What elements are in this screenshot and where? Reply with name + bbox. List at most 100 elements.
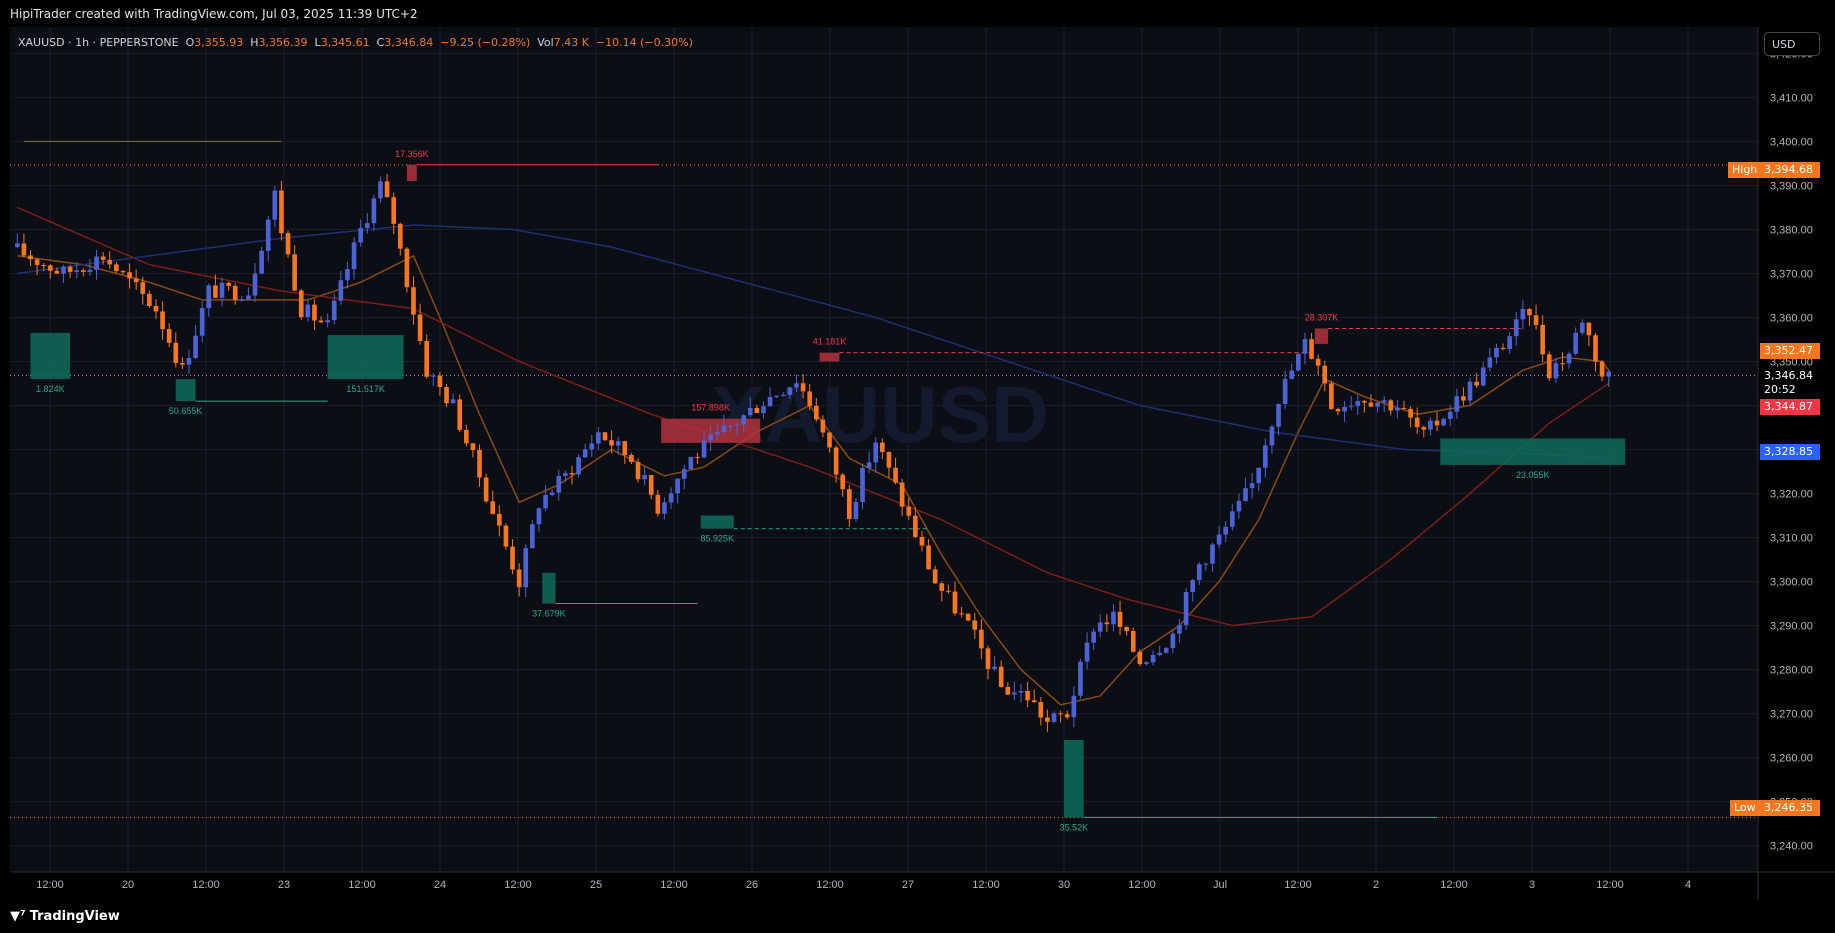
candle-body xyxy=(1058,713,1063,715)
candle-body xyxy=(708,434,713,441)
candle-body xyxy=(523,548,529,588)
price-tick-label: 3,390.00 xyxy=(1770,180,1813,192)
candle-body xyxy=(1289,370,1295,379)
demand-zone xyxy=(327,335,404,380)
candle-body xyxy=(490,501,496,514)
candle-body xyxy=(1064,714,1070,718)
candle-body xyxy=(160,311,165,330)
symbol-name[interactable]: XAUUSD · 1h · PEPPERSTONE xyxy=(18,36,179,49)
candle-body xyxy=(1051,713,1057,722)
currency-button[interactable]: USD xyxy=(1764,32,1820,56)
candle-body xyxy=(543,495,548,509)
candle-body xyxy=(21,243,27,256)
time-tick-label: 23 xyxy=(278,879,290,891)
candle-body xyxy=(430,375,436,377)
candle-body xyxy=(1276,404,1281,427)
candle-body xyxy=(556,475,562,493)
candle-body xyxy=(820,419,826,433)
candle-body xyxy=(1157,652,1162,656)
candle-body xyxy=(1494,347,1499,358)
candle-body xyxy=(397,223,403,249)
candle-body xyxy=(1586,322,1592,336)
candle-body xyxy=(873,442,879,463)
candle-body xyxy=(734,424,740,426)
candle-body xyxy=(1117,611,1123,627)
candles[interactable] xyxy=(14,173,1612,732)
chart-area[interactable]: XAUUSD 17.356K 157.898K 41.181K 28.307K 1.82… xyxy=(0,27,1835,901)
demand-zone xyxy=(30,332,71,380)
time-axis[interactable]: 12:00 20 12:00 23 12:00 24 12:00 25 12:00 26 12:00… xyxy=(36,879,1691,891)
candle-body xyxy=(279,190,284,234)
supply-zone xyxy=(406,164,417,182)
candle-body xyxy=(1137,651,1143,665)
demand-zone xyxy=(1063,739,1084,818)
candle-body xyxy=(147,293,152,307)
candle-body xyxy=(417,314,423,341)
candle-body xyxy=(827,432,832,448)
candle-body xyxy=(530,524,535,549)
candle-body xyxy=(1335,408,1341,412)
tradingview-logo-icon: ▼⁷ xyxy=(10,909,26,924)
price-axis[interactable]: 3,240.003,250.003,260.003,270.003,280.00… xyxy=(1770,48,1813,852)
candle-body xyxy=(107,259,113,265)
candle-body xyxy=(536,508,542,525)
candle-body xyxy=(166,329,172,343)
brand-name: TradingView xyxy=(29,909,120,924)
candle-body xyxy=(794,383,799,388)
candle-body xyxy=(576,457,581,475)
candle-body xyxy=(952,591,958,614)
price-levels xyxy=(10,140,1758,819)
candle-body xyxy=(800,383,806,392)
candle-body xyxy=(807,391,813,406)
time-tick-label: 12:00 xyxy=(816,879,844,891)
symbol-legend: XAUUSD · 1h · PEPPERSTONE O3,355.93 H3,3… xyxy=(18,36,693,49)
time-tick-label: 3 xyxy=(1529,879,1535,891)
time-tick-label: 27 xyxy=(902,879,914,891)
candle-body xyxy=(675,478,680,494)
candle-body xyxy=(318,320,324,323)
candle-body xyxy=(252,273,258,296)
candle-body xyxy=(959,613,964,615)
time-tick-label: 26 xyxy=(746,879,758,891)
candle-body xyxy=(774,395,779,398)
time-tick-label: 12:00 xyxy=(660,879,688,891)
candle-body xyxy=(14,243,20,248)
watermark: XAUUSD xyxy=(711,370,1049,459)
zone-volume-label: 23.055K xyxy=(1516,470,1550,480)
price-tick-label: 3,310.00 xyxy=(1770,533,1813,545)
candle-body xyxy=(1269,426,1275,446)
candle-body xyxy=(695,457,700,459)
candle-body xyxy=(127,272,132,279)
candle-body xyxy=(1461,396,1466,401)
tradingview-logo[interactable]: ▼⁷ TradingView xyxy=(10,909,120,924)
candle-body xyxy=(965,613,971,621)
candle-body xyxy=(1533,315,1539,325)
candle-body xyxy=(1375,402,1380,407)
candle-body xyxy=(1355,401,1361,406)
candle-body xyxy=(1540,324,1545,355)
price-tick-label: 3,400.00 xyxy=(1770,136,1813,148)
zone-volume-label: 17.356K xyxy=(395,149,429,159)
candle-body xyxy=(94,256,99,270)
volume-label: Vol xyxy=(537,36,554,49)
candle-body xyxy=(926,545,931,570)
candle-body xyxy=(1170,633,1176,649)
candle-body xyxy=(1546,354,1552,379)
candle-body xyxy=(34,259,40,265)
candle-body xyxy=(186,357,192,365)
candle-body xyxy=(272,190,278,220)
candle-body xyxy=(813,405,819,420)
candle-body xyxy=(1474,381,1479,386)
candle-body xyxy=(1078,661,1083,696)
candle-body xyxy=(1084,642,1090,662)
candle-body xyxy=(1599,361,1605,377)
candle-body xyxy=(1408,408,1413,418)
moving-average-mid xyxy=(16,206,1610,627)
high-value: 3,356.39 xyxy=(258,36,308,49)
candle-body xyxy=(411,287,416,315)
candle-body xyxy=(213,285,218,298)
candle-body xyxy=(833,447,839,475)
price-tick-label: 3,360.00 xyxy=(1770,312,1813,324)
candle-body xyxy=(655,494,661,514)
candle-body xyxy=(1395,407,1400,411)
